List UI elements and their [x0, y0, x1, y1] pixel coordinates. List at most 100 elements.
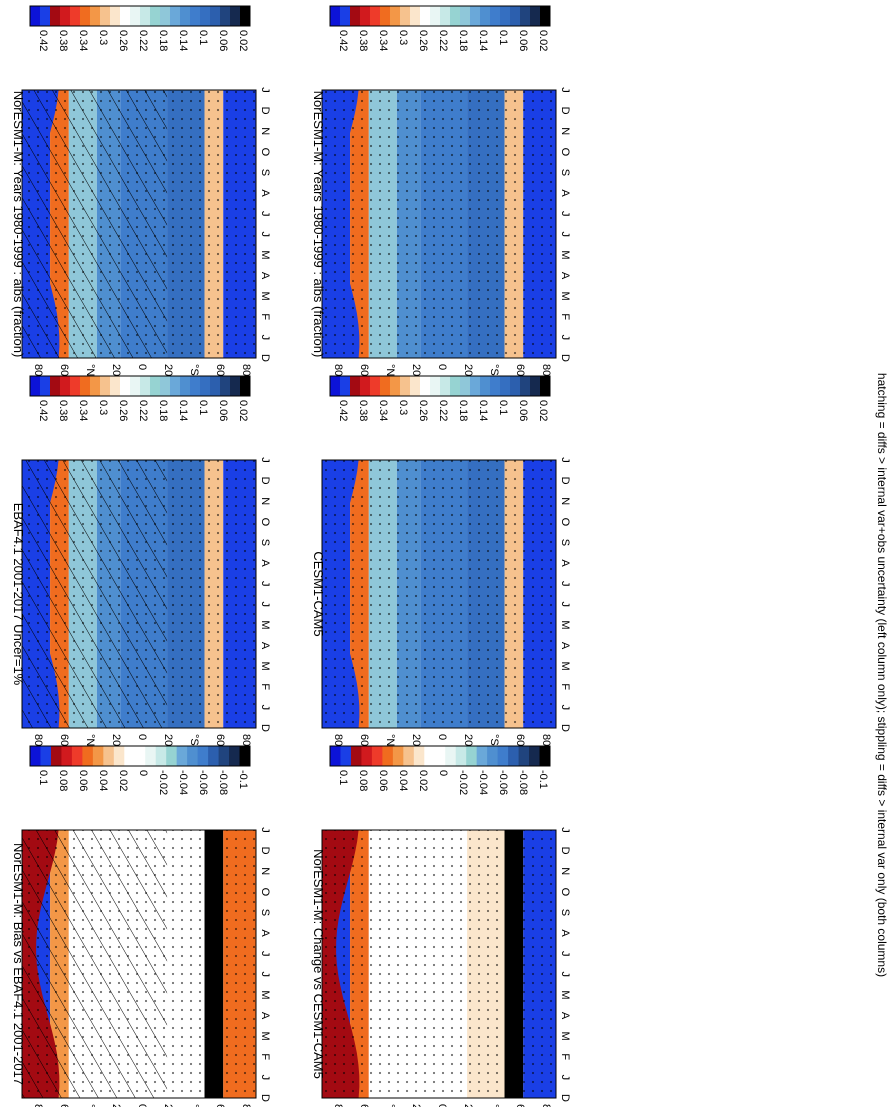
month-tick-label: O: [559, 888, 571, 897]
colorbar-swatch: [420, 6, 431, 26]
month-tick-label: J: [259, 602, 271, 608]
colorbar: 0.42 0.38 0.34 0.3 0.26 0.22 0.18 0.14 0.1 0.06 0.…: [329, 5, 551, 51]
colorbar-label: 0.08: [57, 770, 69, 791]
month-tick-label: A: [559, 929, 571, 937]
month-tick-label: N: [559, 127, 571, 135]
colorbar-swatch: [434, 746, 446, 766]
month-tick-label: N: [259, 867, 271, 875]
lat-tick-label: 60: [214, 1104, 226, 1107]
lat-tick-label: 80: [540, 734, 552, 746]
colorbar-label: 0.02: [417, 770, 429, 791]
lat-tick-label: 20: [410, 734, 422, 746]
colorbar-label: 0.26: [117, 30, 129, 51]
month-tick-label: D: [259, 107, 271, 115]
colorbar: 0.42 0.38 0.34 0.3 0.26 0.22 0.18 0.14 0.1 0.06 0.…: [29, 5, 251, 51]
colorbar-swatch: [480, 376, 491, 396]
month-tick-label: M: [259, 292, 271, 301]
colorbar-label: 0.18: [157, 30, 169, 51]
month-tick-label: J: [259, 335, 271, 341]
colorbar-swatch: [130, 6, 141, 26]
colorbar-swatch: [40, 6, 51, 26]
colorbar-label: 0.22: [137, 30, 149, 51]
colorbar-label: 0: [437, 770, 449, 776]
lat-tick-label: 20: [462, 364, 474, 376]
colorbar-swatch: [487, 746, 499, 766]
heatmap-plot: [21, 459, 257, 729]
colorbar-swatch: [71, 746, 83, 766]
colorbar-swatch: [130, 376, 141, 396]
month-tick-label: J: [559, 457, 571, 463]
colorbar-label: 0.42: [337, 400, 349, 421]
panel-left-bottom: NorESM1-M: Bias vs EBAF4.1 2001-2017 80 60…: [11, 745, 271, 1107]
colorbar-label: 0.26: [417, 30, 429, 51]
colorbar-swatch: [61, 746, 73, 766]
lat-tick-label: 80: [32, 1104, 44, 1107]
month-tick-label: S: [559, 169, 571, 176]
lat-tick-label: °N: [384, 1104, 396, 1107]
colorbar-swatch: [150, 6, 161, 26]
colorbar-swatch: [520, 6, 531, 26]
colorbar-frame: [29, 745, 251, 767]
colorbar-label: 0.04: [397, 770, 409, 791]
colorbar-swatch: [200, 376, 211, 396]
colorbar-swatch: [187, 746, 199, 766]
colorbar-label: -0.1: [237, 770, 249, 789]
colorbar: 0.1 0.08 0.06 0.04 0.02 0 -0.02 -0.04 -0.06 -0.08…: [29, 745, 251, 795]
colorbar-swatch: [340, 6, 351, 26]
colorbar-label: 0.1: [197, 400, 209, 415]
colorbar-label: 0.18: [457, 400, 469, 421]
month-tick-label: A: [259, 1012, 271, 1020]
colorbar-swatch: [190, 6, 201, 26]
panel-right-bottom: NorESM1-M: Change vs CESM1-CAM5 80 60 °N 20 0…: [311, 745, 571, 1107]
colorbar-swatch: [360, 6, 371, 26]
colorbar-swatch: [208, 746, 219, 766]
month-tick-label: J: [559, 827, 571, 833]
colorbar-swatch: [120, 376, 131, 396]
month-tick-label: S: [559, 909, 571, 916]
month-tick-label: D: [559, 1094, 571, 1102]
colorbar-label: 0.02: [537, 30, 549, 51]
colorbar-label: 0.42: [337, 30, 349, 51]
month-tick-label: J: [559, 972, 571, 978]
month-tick-label: J: [259, 211, 271, 217]
colorbar-swatch: [540, 376, 551, 396]
colorbar-swatch: [466, 746, 478, 766]
month-tick-label: J: [259, 1075, 271, 1081]
colorbar-swatch: [145, 746, 157, 766]
month-tick-label: A: [259, 189, 271, 197]
month-tick-label: J: [259, 581, 271, 587]
month-tick-label: A: [259, 272, 271, 280]
lat-tick-label: 20: [410, 1104, 422, 1107]
colorbar-swatch: [210, 376, 221, 396]
month-tick-label: O: [559, 518, 571, 527]
colorbar-label: 0.22: [437, 400, 449, 421]
colorbar-swatch: [350, 746, 362, 766]
colorbar-swatch: [382, 746, 394, 766]
lat-tick-label: 20: [162, 734, 174, 746]
heatmap-plot: [21, 89, 257, 359]
colorbar-label: 0.3: [97, 400, 109, 415]
colorbar-swatch: [30, 376, 41, 396]
colorbar-label: 0.34: [377, 400, 389, 421]
lat-tick-label: °S: [188, 734, 200, 746]
colorbar-label: 0.22: [437, 30, 449, 51]
lat-tick-label: 60: [214, 734, 226, 746]
lat-tick-label: 0: [136, 364, 148, 370]
panel-title: CESM1-CAM5: [311, 551, 326, 636]
month-tick-label: M: [559, 620, 571, 629]
colorbar-swatch: [229, 746, 240, 766]
colorbar-label: 0.34: [77, 400, 89, 421]
plot-frame: [21, 459, 257, 729]
colorbar-label: 0.02: [537, 400, 549, 421]
heatmap-plot: [21, 829, 257, 1099]
colorbar-swatch: [350, 6, 361, 26]
colorbar-swatch: [30, 6, 41, 26]
colorbar-label: 0.38: [57, 400, 69, 421]
colorbar-swatch: [392, 746, 404, 766]
month-tick-label: J: [559, 335, 571, 341]
lat-tick-label: 0: [436, 364, 448, 370]
colorbar-swatch: [390, 6, 401, 26]
month-tick-label: N: [259, 497, 271, 505]
month-tick-label: J: [259, 87, 271, 93]
